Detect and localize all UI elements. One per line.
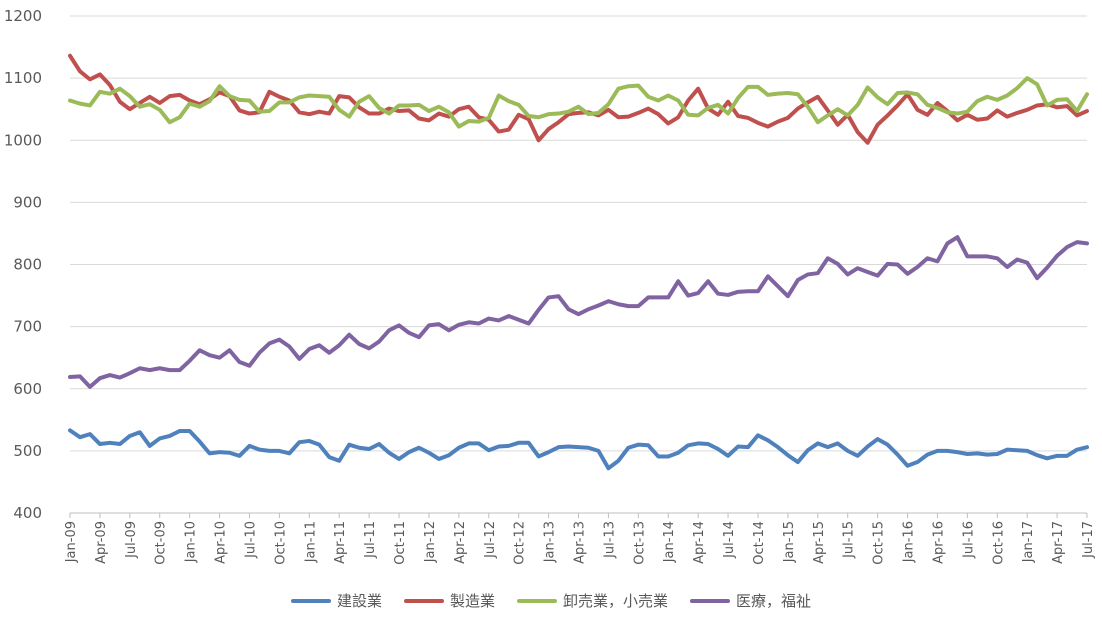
x-tick-label: Oct-10 [273,521,288,565]
x-tick-label: Jan-10 [184,521,199,563]
legend-swatch [290,598,331,603]
x-tick-label: Oct-12 [513,521,528,565]
legend-label: 製造業 [449,592,495,610]
y-tick-label: 1100 [4,69,42,87]
x-tick-label: Apr-09 [94,521,109,564]
y-tick-label: 400 [13,504,42,522]
series-line-2 [68,76,1089,129]
x-tick-label: Jul-15 [842,521,857,559]
x-tick-label: Jul-13 [602,521,617,559]
x-tick-label: Apr-16 [931,521,946,564]
legend-item: 卸売業，小売業 [517,590,668,611]
y-tick-label: 1000 [4,131,42,149]
series-line-1 [68,53,1089,145]
x-tick-label: Apr-10 [214,521,229,564]
legend-swatch [690,598,731,603]
series-lines [68,53,1089,471]
series-line-0 [68,428,1089,471]
x-tick-label: Jan-15 [782,521,797,563]
legend-swatch [517,598,557,603]
legend-label: 建設業 [336,592,382,610]
y-tick-label: 500 [13,442,42,460]
x-tick-label: Jul-11 [363,521,378,559]
y-tick-label: 600 [13,380,42,398]
series-line-3 [68,235,1089,389]
x-tick-label: Oct-13 [632,521,647,565]
x-tick-label: Jul-14 [722,521,737,559]
x-tick-label: Jul-10 [243,521,258,559]
x-tick-label: Jul-09 [124,521,139,559]
x-tick-label: Apr-17 [1051,521,1066,564]
legend-item: 建設業 [290,590,382,611]
x-tick-label: Jan-17 [1021,521,1036,563]
x-tick-label: Jan-16 [902,521,917,563]
x-tick-label: Jul-17 [1081,521,1096,559]
x-tick-label: Oct-14 [752,521,767,565]
y-tick-label: 800 [13,256,42,274]
x-tick-label: Jan-14 [662,521,677,563]
x-axis: Jan-09 Apr-09 Jul-09 Oct-09 Jan-10 Apr-10 Jul-… [64,512,1096,565]
x-tick-label: Apr-12 [453,521,468,564]
x-tick-label: Jul-12 [483,521,498,559]
x-tick-label: Oct-16 [991,521,1006,565]
x-tick-label: Oct-15 [872,521,887,565]
x-tick-label: Apr-15 [812,521,827,564]
y-tick-label: 700 [13,318,42,336]
x-tick-label: Apr-14 [692,521,707,564]
x-tick-label: Oct-11 [393,521,408,565]
legend-label: 卸売業，小売業 [563,592,669,610]
x-tick-label: Apr-13 [573,521,588,564]
legend: 建設業 製造業 卸売業，小売業 医療，福祉 [0,590,1102,611]
x-tick-label: Jul-16 [961,521,976,559]
x-tick-label: Jan-13 [543,521,558,563]
x-tick-label: Apr-11 [333,521,348,564]
y-tick-label: 900 [13,193,42,211]
y-axis-tick-labels: 400 500 600 700 800 900 1000 1100 1200 [4,7,42,522]
x-tick-label: Jan-12 [423,521,438,563]
legend-item: 製造業 [403,590,495,611]
legend-label: 医療，福祉 [736,592,812,610]
x-tick-label: Oct-09 [154,521,169,565]
x-tick-label: Jan-11 [303,521,318,563]
x-tick-label: Jan-09 [64,521,79,563]
gridlines [70,15,1087,514]
legend-swatch [403,598,444,603]
legend-item: 医療，福祉 [690,590,811,611]
y-tick-label: 1200 [4,7,42,25]
